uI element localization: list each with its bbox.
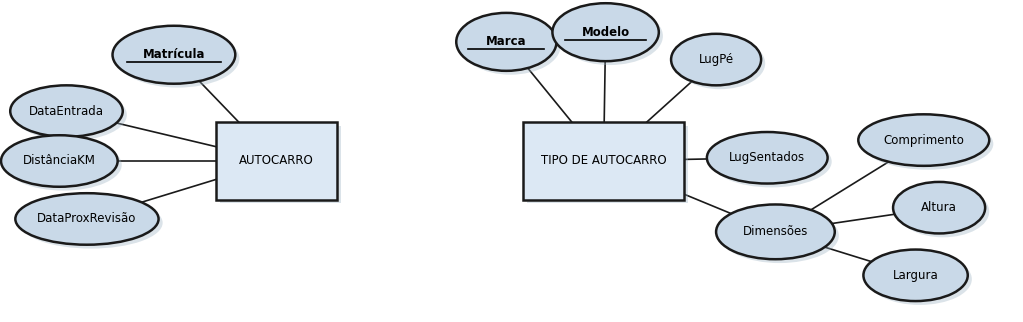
Text: DistânciaKM: DistânciaKM bbox=[23, 155, 96, 167]
Text: Marca: Marca bbox=[486, 35, 527, 48]
Ellipse shape bbox=[456, 13, 557, 71]
Ellipse shape bbox=[863, 250, 968, 301]
Ellipse shape bbox=[707, 132, 828, 184]
Ellipse shape bbox=[14, 89, 127, 141]
Text: LugPé: LugPé bbox=[699, 53, 733, 66]
Ellipse shape bbox=[15, 193, 159, 245]
FancyBboxPatch shape bbox=[527, 126, 688, 203]
Text: DataProxRevisão: DataProxRevisão bbox=[37, 213, 137, 225]
Ellipse shape bbox=[113, 26, 235, 84]
Ellipse shape bbox=[460, 17, 561, 75]
FancyBboxPatch shape bbox=[523, 122, 684, 200]
Ellipse shape bbox=[19, 197, 163, 249]
Text: DataEntrada: DataEntrada bbox=[29, 105, 104, 118]
Ellipse shape bbox=[720, 208, 839, 263]
Ellipse shape bbox=[711, 136, 832, 187]
Text: LugSentados: LugSentados bbox=[729, 151, 805, 164]
Text: Matrícula: Matrícula bbox=[142, 48, 206, 61]
Ellipse shape bbox=[862, 118, 993, 170]
Ellipse shape bbox=[675, 38, 765, 89]
Ellipse shape bbox=[1, 135, 118, 187]
Ellipse shape bbox=[557, 7, 663, 65]
Ellipse shape bbox=[893, 182, 985, 233]
Text: Modelo: Modelo bbox=[581, 26, 630, 39]
Ellipse shape bbox=[117, 30, 239, 88]
Ellipse shape bbox=[671, 34, 761, 85]
Text: Altura: Altura bbox=[921, 201, 958, 214]
Text: AUTOCARRO: AUTOCARRO bbox=[238, 155, 314, 167]
Ellipse shape bbox=[858, 114, 989, 166]
Ellipse shape bbox=[10, 85, 123, 137]
Ellipse shape bbox=[716, 204, 835, 259]
Text: Largura: Largura bbox=[893, 269, 938, 282]
Ellipse shape bbox=[5, 139, 122, 191]
FancyBboxPatch shape bbox=[220, 126, 341, 203]
Ellipse shape bbox=[897, 186, 989, 237]
Text: Dimensões: Dimensões bbox=[743, 225, 808, 238]
Text: TIPO DE AUTOCARRO: TIPO DE AUTOCARRO bbox=[541, 155, 666, 167]
Ellipse shape bbox=[552, 3, 659, 61]
FancyBboxPatch shape bbox=[216, 122, 337, 200]
Ellipse shape bbox=[868, 253, 972, 305]
Text: Comprimento: Comprimento bbox=[883, 134, 965, 147]
